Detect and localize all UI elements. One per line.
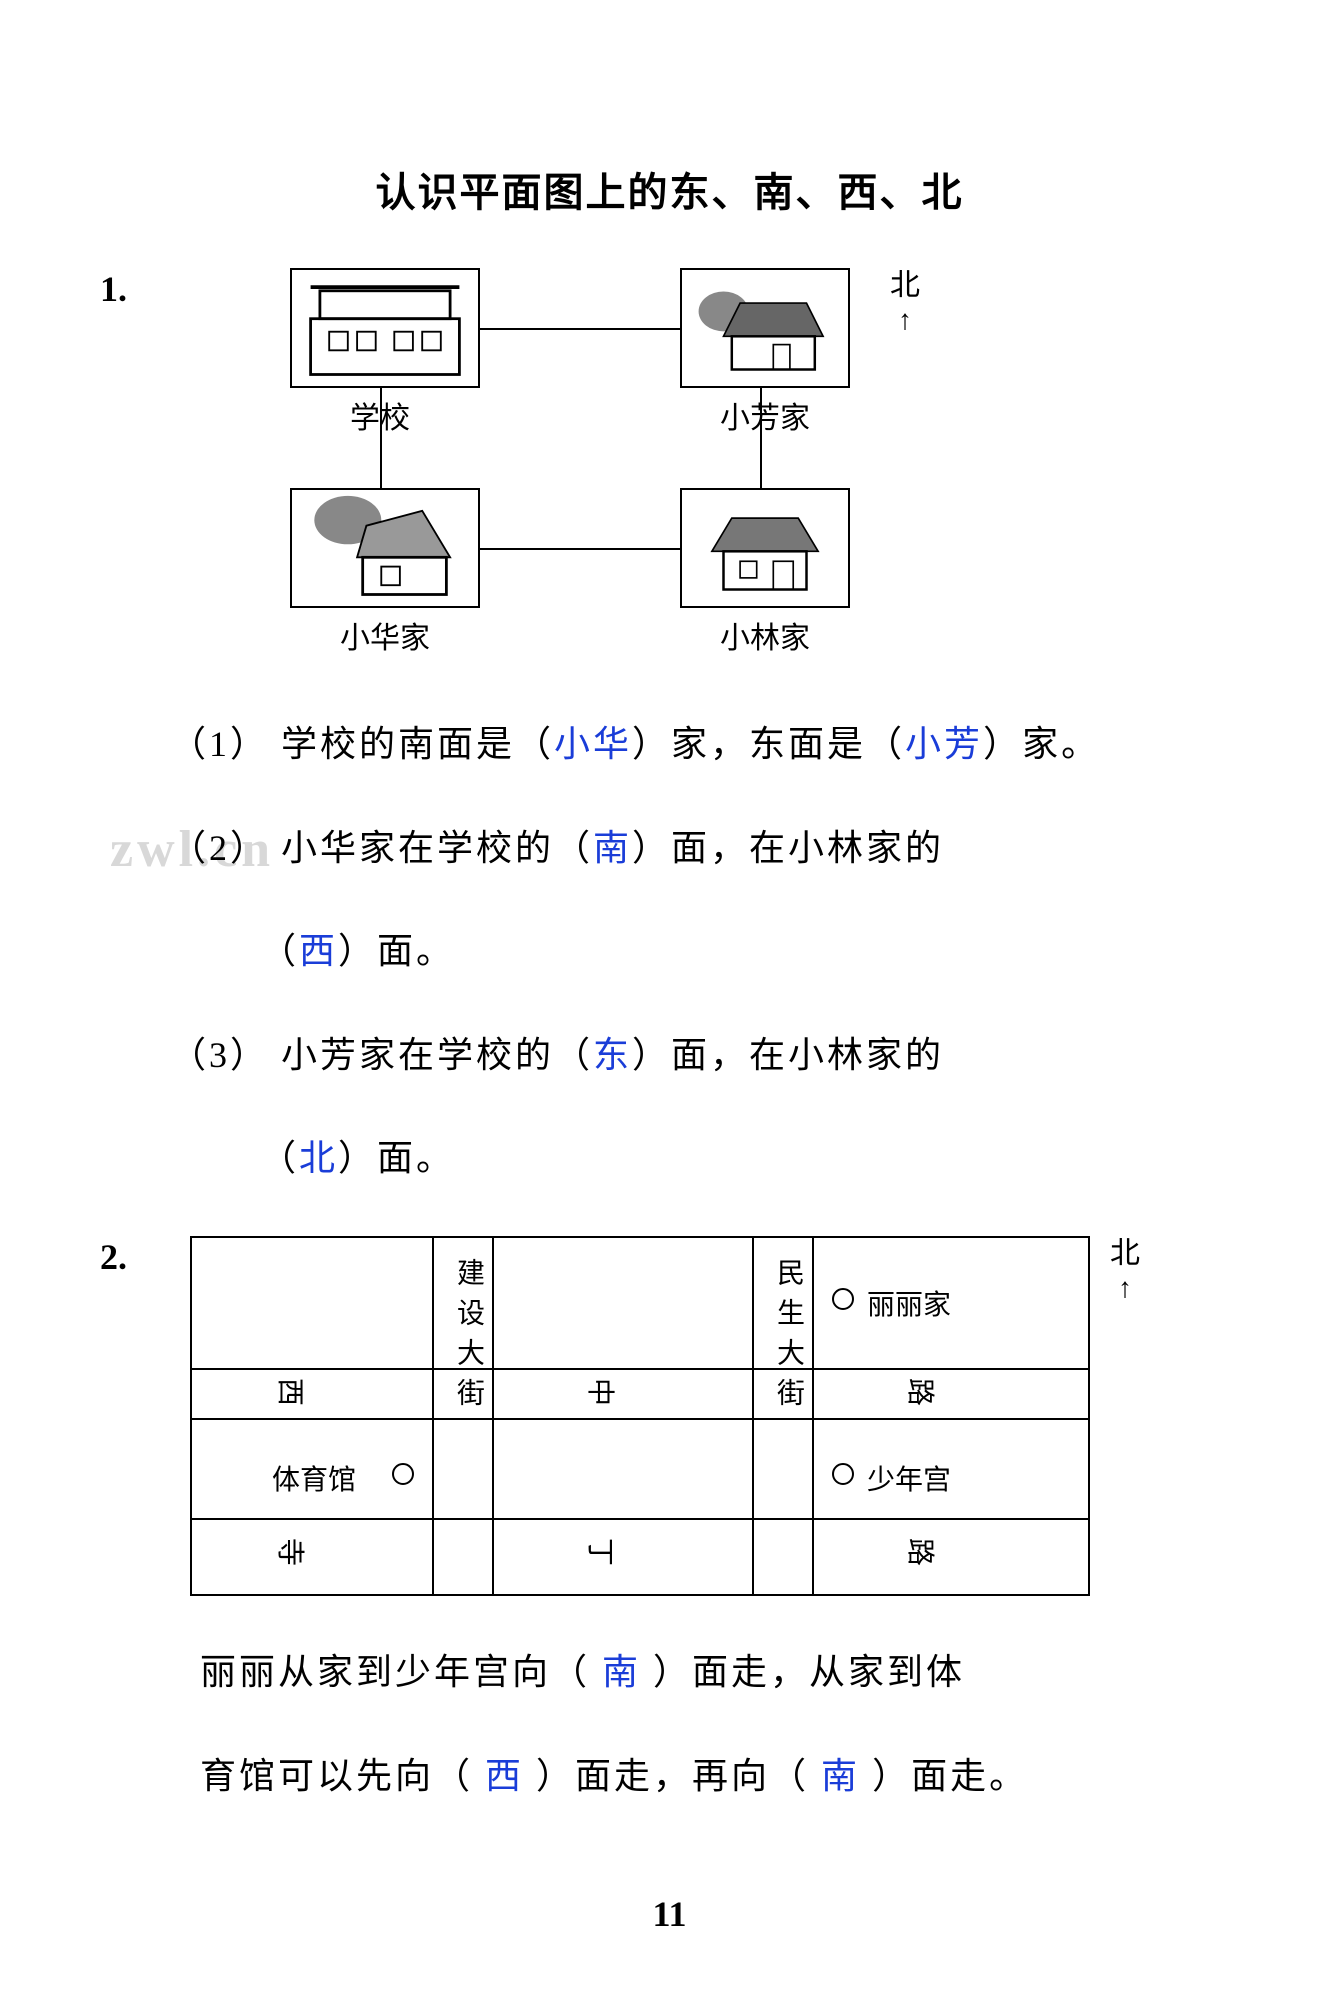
school-icon <box>292 270 478 386</box>
text: ）家，东面是（ <box>632 724 905 764</box>
answer: 南 <box>590 1652 653 1692</box>
page-number: 11 <box>100 1893 1239 1935</box>
north-indicator-2: 北 ↑ <box>1110 1236 1140 1306</box>
north-label: 北 <box>890 269 920 302</box>
page-title: 认识平面图上的东、南、西、北 <box>100 160 1239 218</box>
xiaohua-box <box>290 488 480 608</box>
text: ）面走，从家到体 <box>653 1652 965 1692</box>
q1-number: 1. <box>100 268 160 310</box>
v-line <box>752 1238 754 1594</box>
north-arrow-icon: ↑ <box>890 304 920 338</box>
answer: 西 <box>299 931 338 971</box>
north-indicator: 北 ↑ <box>890 268 920 338</box>
youth-palace-marker <box>832 1463 854 1485</box>
text: ）面，在小林家的 <box>632 1035 944 1075</box>
gym-label: 体育馆 <box>272 1458 356 1498</box>
q2-number: 2. <box>100 1236 160 1278</box>
text: （3） 小芳家在学校的（ <box>170 1035 593 1075</box>
answer: 北 <box>299 1138 338 1178</box>
question-2: 2. 建设大街 民生大街 西 中 路 寺 丁 路 丽丽家 少年宫 体育馆 北 ↑ <box>100 1236 1239 1596</box>
q1-sub2-line2: （西）面。 <box>170 905 1239 999</box>
jianshe-street: 建设大街 <box>448 1258 488 1418</box>
gym-marker <box>392 1463 414 1485</box>
v-line <box>432 1238 434 1594</box>
v-line <box>492 1238 494 1594</box>
h-line <box>192 1418 1088 1420</box>
q1-sub1: （1） 学校的南面是（小华）家，东面是（小芳）家。 <box>170 698 1239 792</box>
answer: 南 <box>809 1756 872 1796</box>
lili-home-label: 丽丽家 <box>867 1283 951 1323</box>
xiaohua-label: 小华家 <box>340 613 430 657</box>
road-south-mid: 丁 <box>582 1538 622 1566</box>
h-line <box>192 1368 1088 1370</box>
xiaolin-label: 小林家 <box>720 613 810 657</box>
text: ）面走，再向（ <box>536 1756 809 1796</box>
answer: 小华 <box>554 724 632 764</box>
youth-palace-label: 少年宫 <box>867 1458 951 1498</box>
q2-line1: 丽丽从家到少年宫向（ 南 ）面走，从家到体 <box>200 1626 1239 1720</box>
q1-sub3: （3） 小芳家在学校的（东）面，在小林家的 <box>170 1009 1239 1103</box>
road-south-left: 寺 <box>272 1538 312 1566</box>
north-label: 北 <box>1110 1237 1140 1270</box>
house-icon <box>682 270 848 386</box>
school-label: 学校 <box>350 393 410 437</box>
road-east: 路 <box>902 1378 942 1406</box>
road-west: 西 <box>272 1378 312 1406</box>
q1-text: （1） 学校的南面是（小华）家，东面是（小芳）家。 （2） 小华家在学校的（南）… <box>100 698 1239 1206</box>
house-icon <box>292 490 478 606</box>
q2-line2: 育馆可以先向（ 西 ）面走，再向（ 南 ）面走。 <box>200 1730 1239 1824</box>
q1-sub2: （2） 小华家在学校的（南）面，在小林家的 <box>170 802 1239 896</box>
text: 育馆可以先向（ <box>200 1756 473 1796</box>
answer: 小芳 <box>905 724 983 764</box>
text: ）面走。 <box>872 1756 1028 1796</box>
text: （ <box>260 931 299 971</box>
text: （1） 学校的南面是（ <box>170 724 554 764</box>
question-1: 1. 学校 <box>100 268 1239 668</box>
xiaofang-label: 小芳家 <box>720 393 810 437</box>
text: （2） 小华家在学校的（ <box>170 828 593 868</box>
text: ）面。 <box>338 1138 455 1178</box>
xiaofang-box <box>680 268 850 388</box>
answer: 南 <box>593 828 632 868</box>
text: ）家。 <box>983 724 1100 764</box>
diagram-1: 学校 小芳家 小华家 <box>260 268 980 668</box>
house-icon <box>682 490 848 606</box>
text: （ <box>260 1138 299 1178</box>
text: ）面。 <box>338 931 455 971</box>
q1-sub3-line2: （北）面。 <box>170 1112 1239 1206</box>
north-arrow-icon: ↑ <box>1110 1272 1140 1306</box>
q2-text: 丽丽从家到少年宫向（ 南 ）面走，从家到体 育馆可以先向（ 西 ）面走，再向（ … <box>100 1626 1239 1823</box>
answer: 西 <box>473 1756 536 1796</box>
answer: 东 <box>593 1035 632 1075</box>
h-line <box>192 1518 1088 1520</box>
text: 丽丽从家到少年宫向（ <box>200 1652 590 1692</box>
v-line <box>812 1238 814 1594</box>
text: ）面，在小林家的 <box>632 828 944 868</box>
diagram-2: 建设大街 民生大街 西 中 路 寺 丁 路 丽丽家 少年宫 体育馆 <box>190 1236 1090 1596</box>
road-south-right: 路 <box>902 1538 942 1566</box>
xiaolin-box <box>680 488 850 608</box>
lili-home-marker <box>832 1288 854 1310</box>
road-mid: 中 <box>582 1378 622 1406</box>
school-box <box>290 268 480 388</box>
minsheng-street: 民生大街 <box>768 1258 808 1418</box>
